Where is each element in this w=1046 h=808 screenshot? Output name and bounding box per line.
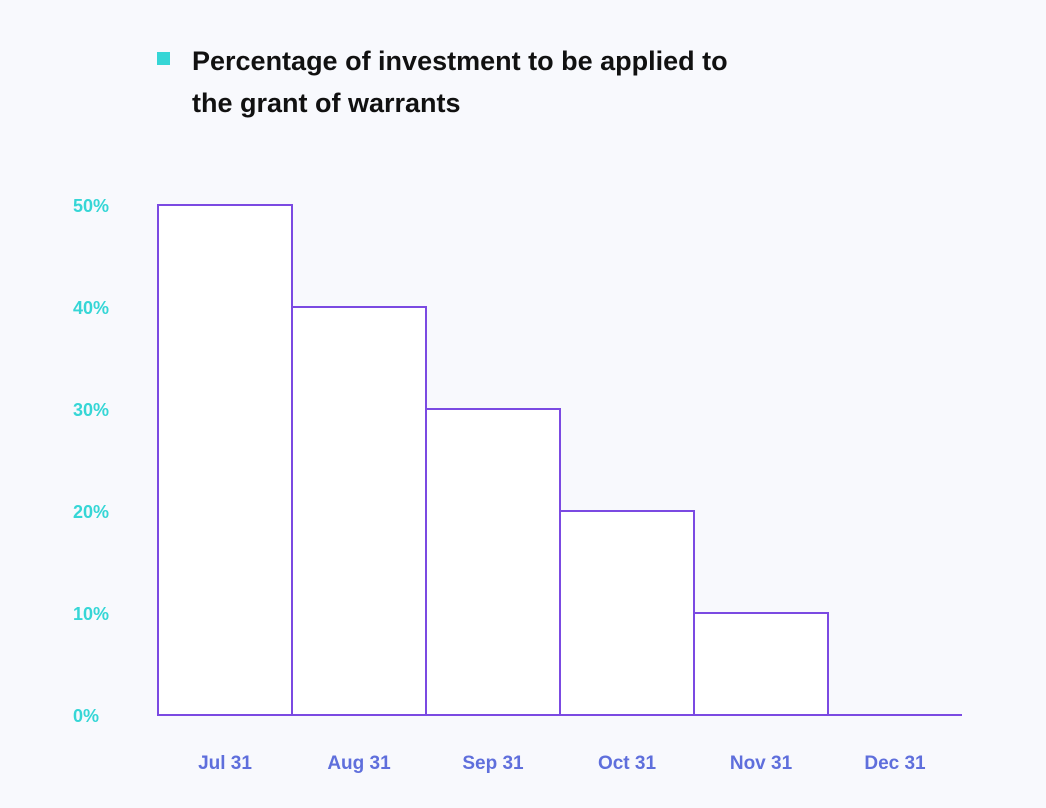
chart-legend: Percentage of investment to be applied t… <box>157 40 752 124</box>
y-tick-label: 0% <box>73 706 99 726</box>
y-tick-label: 30% <box>73 400 109 420</box>
x-tick-label: Jul 31 <box>198 753 252 774</box>
bar <box>291 306 427 716</box>
y-tick-label: 50% <box>73 196 109 216</box>
x-tick-label: Oct 31 <box>598 753 657 774</box>
bar <box>693 612 829 716</box>
bar <box>425 408 561 716</box>
x-tick-label: Sep 31 <box>462 753 524 774</box>
x-tick-label: Aug 31 <box>327 753 391 774</box>
y-tick-label: 40% <box>73 298 109 318</box>
x-tick-label: Dec 31 <box>864 753 926 774</box>
legend-swatch <box>157 52 170 65</box>
bar <box>157 204 293 716</box>
x-tick-label: Nov 31 <box>730 753 793 774</box>
y-tick-label: 10% <box>73 604 109 624</box>
legend-label: Percentage of investment to be applied t… <box>192 46 728 118</box>
bar <box>559 510 695 716</box>
y-tick-label: 20% <box>73 502 109 522</box>
